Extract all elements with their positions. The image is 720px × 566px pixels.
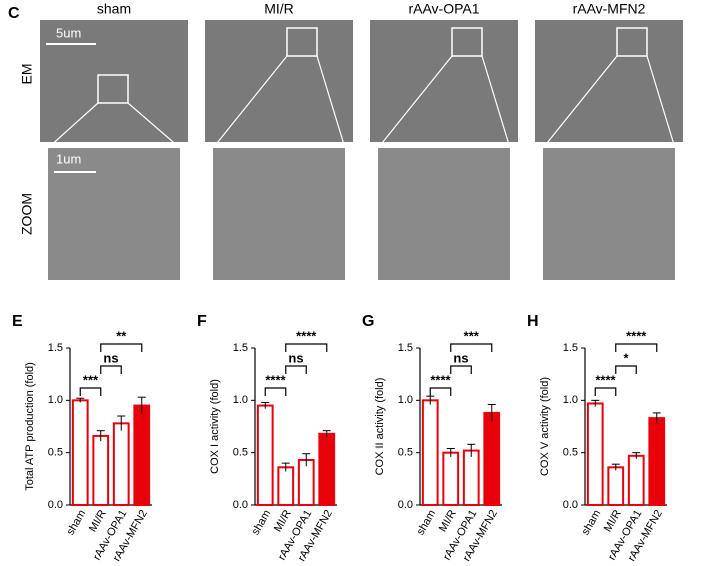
significance-label: * <box>623 350 629 365</box>
significance-label: ** <box>116 328 127 343</box>
zoom-image <box>378 148 510 280</box>
y-tick-label: 0.5 <box>48 447 63 459</box>
x-tick-label: sham <box>415 508 439 537</box>
significance-bracket <box>100 343 143 352</box>
bar <box>256 404 274 507</box>
zoom-line <box>481 55 511 149</box>
em-image <box>370 20 518 142</box>
em-image <box>535 20 683 142</box>
panel-label: H <box>527 313 539 330</box>
bar <box>483 411 501 507</box>
bar <box>92 434 110 507</box>
zoom-box <box>451 27 483 57</box>
y-axis-label: Total ATP production (fold) <box>24 362 36 491</box>
bar <box>277 466 295 507</box>
y-tick-label: 0.0 <box>233 499 248 511</box>
panel-label: F <box>197 313 207 330</box>
significance-label: *** <box>83 372 99 387</box>
column-label: rAAv-MFN2 <box>573 1 646 17</box>
y-tick-label: 0.0 <box>48 499 63 511</box>
zoom-line <box>542 55 618 149</box>
row-label: ZOOM <box>19 193 35 235</box>
significance-label: **** <box>265 372 286 387</box>
significance-label: ns <box>103 350 118 365</box>
significance-label: *** <box>464 328 480 343</box>
y-axis-label: COX II activity (fold) <box>374 378 386 476</box>
significance-bracket <box>450 365 472 374</box>
bar <box>462 449 480 506</box>
x-tick-label: sham <box>65 508 89 537</box>
bar <box>627 454 645 507</box>
column-label: sham <box>97 1 131 17</box>
y-tick-label: 1.0 <box>563 394 578 406</box>
significance-bracket <box>264 387 287 396</box>
significance-bracket <box>429 387 452 396</box>
em-image <box>205 20 353 142</box>
scale-bar-label: 5um <box>56 25 81 40</box>
zoom-line <box>127 102 181 149</box>
significance-label: ns <box>288 350 303 365</box>
panel-label: G <box>362 313 374 330</box>
y-tick-label: 0.0 <box>398 499 413 511</box>
x-tick-label: sham <box>580 508 604 537</box>
bar <box>442 451 460 506</box>
y-tick-label: 1.5 <box>48 342 63 354</box>
y-tick-label: 1.5 <box>398 342 413 354</box>
y-tick-label: 0.5 <box>398 447 413 459</box>
significance-bracket <box>285 365 307 374</box>
bar <box>297 458 315 507</box>
bar <box>318 432 336 506</box>
y-tick-label: 1.5 <box>563 342 578 354</box>
significance-bracket <box>100 365 122 374</box>
bar <box>71 399 89 507</box>
row-label: EM <box>19 64 35 85</box>
column-label: rAAv-OPA1 <box>408 1 479 17</box>
zoom-image <box>48 148 180 280</box>
y-tick-label: 1.5 <box>233 342 248 354</box>
significance-bracket <box>79 387 102 396</box>
column-label: MI/R <box>264 1 294 17</box>
scale-bar-label: 1um <box>56 151 81 166</box>
y-tick-label: 0.5 <box>563 447 578 459</box>
significance-label: **** <box>296 328 317 343</box>
x-tick-label: sham <box>250 508 274 537</box>
zoom-box <box>97 74 129 104</box>
y-tick-label: 0.5 <box>233 447 248 459</box>
significance-bracket <box>594 387 617 396</box>
y-axis-label: COX V activity (fold) <box>539 377 551 476</box>
em-image <box>40 20 188 142</box>
panel-label: E <box>12 313 23 330</box>
y-tick-label: 0.0 <box>563 499 578 511</box>
zoom-image <box>213 148 345 280</box>
y-tick-label: 1.0 <box>398 394 413 406</box>
bar <box>133 404 151 507</box>
y-axis-label: COX I activity (fold) <box>209 379 221 474</box>
panel-label: C <box>8 5 20 22</box>
bar <box>112 422 130 506</box>
significance-bracket <box>615 343 658 352</box>
zoom-line <box>212 55 288 149</box>
bar <box>421 399 439 507</box>
significance-bracket <box>450 343 493 352</box>
significance-label: ns <box>453 350 468 365</box>
significance-label: **** <box>595 372 616 387</box>
zoom-line <box>47 102 99 149</box>
bar <box>648 417 666 507</box>
bar <box>586 402 604 506</box>
y-tick-label: 1.0 <box>233 394 248 406</box>
zoom-box <box>616 27 648 57</box>
zoom-box <box>286 27 318 57</box>
zoom-image <box>543 148 675 280</box>
significance-label: **** <box>430 372 451 387</box>
y-tick-label: 1.0 <box>48 394 63 406</box>
zoom-line <box>316 55 346 149</box>
significance-label: **** <box>626 328 647 343</box>
zoom-line <box>377 55 453 149</box>
zoom-line <box>646 55 676 149</box>
significance-bracket <box>615 365 637 374</box>
significance-bracket <box>285 343 328 352</box>
bar <box>607 466 625 507</box>
